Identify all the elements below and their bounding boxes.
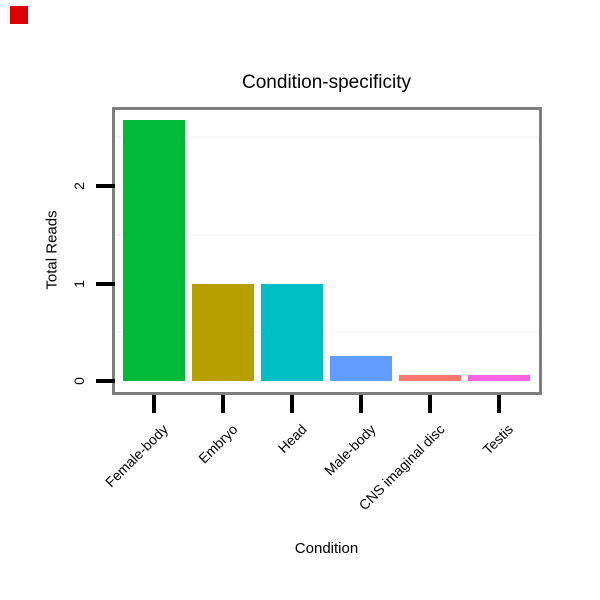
x-tick [290, 395, 294, 413]
bar-male-body [330, 355, 392, 381]
bar-testis [468, 375, 530, 381]
bar-cns-imaginal-disc [399, 375, 461, 381]
y-tick-label: 1 [71, 279, 87, 288]
y-axis-title: Total Reads [43, 210, 61, 290]
x-tick-label: Female-body [102, 421, 172, 491]
y-tick [96, 281, 115, 286]
bar-female-body [123, 119, 185, 381]
x-tick [221, 395, 225, 413]
y-tick-label: 0 [71, 377, 87, 385]
x-axis-title: Condition [294, 540, 359, 557]
bar-head [261, 283, 323, 381]
gridline [115, 233, 538, 236]
x-tick-label: Head [274, 421, 310, 456]
gridline [115, 331, 538, 334]
red-marker-square [10, 6, 28, 24]
x-tick [359, 395, 363, 413]
x-tick [152, 395, 156, 413]
y-tick [96, 184, 115, 188]
x-tick [497, 395, 501, 413]
x-tick-label: Embryo [194, 421, 241, 467]
gridline [115, 136, 538, 139]
y-tick [96, 379, 115, 383]
y-tick-label: 2 [71, 182, 87, 190]
chart-title: Condition-specificity [242, 72, 411, 93]
x-tick [428, 395, 432, 413]
x-tick-label: Male-body [320, 421, 379, 479]
x-tick-label: Testis [479, 421, 517, 458]
bar-embryo [192, 283, 254, 381]
